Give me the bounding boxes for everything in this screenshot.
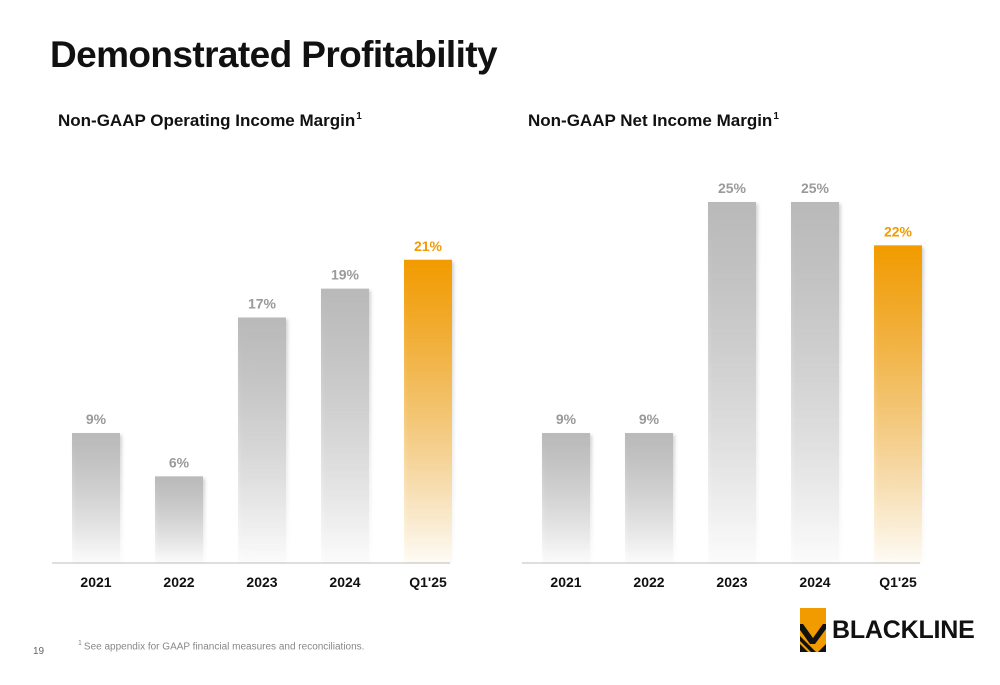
x-tick-label: Q1'25 bbox=[879, 574, 917, 590]
chart-title-text: Non-GAAP Operating Income Margin bbox=[58, 111, 356, 130]
x-tick-label: Q1'25 bbox=[409, 574, 447, 590]
x-tick-label: 2021 bbox=[550, 574, 581, 590]
bar-q125 bbox=[404, 259, 452, 563]
blackline-logo-text: BLACKLINE bbox=[832, 615, 975, 644]
chart-title-operating-income: Non-GAAP Operating Income Margin1 bbox=[58, 111, 362, 131]
x-tick-label: 2023 bbox=[246, 574, 277, 590]
footnote-ref: 1 bbox=[356, 111, 362, 122]
bar-2021 bbox=[72, 433, 120, 563]
bar-q125 bbox=[874, 245, 922, 563]
footnote-text: See appendix for GAAP financial measures… bbox=[83, 641, 365, 653]
blackline-logo-icon bbox=[800, 608, 826, 652]
bar-2021 bbox=[542, 433, 590, 563]
page-number: 19 bbox=[33, 646, 45, 657]
page-title: Demonstrated Profitability bbox=[50, 34, 498, 75]
x-tick-label: 2024 bbox=[329, 574, 360, 590]
x-tick-label: 2024 bbox=[799, 574, 830, 590]
bar-2024 bbox=[321, 288, 369, 563]
bar-value-label: 19% bbox=[331, 267, 360, 283]
chart-title-net-income: Non-GAAP Net Income Margin1 bbox=[528, 111, 779, 131]
bar-value-label: 22% bbox=[884, 223, 913, 239]
bar-value-label: 25% bbox=[801, 180, 830, 196]
x-tick-label: 2021 bbox=[80, 574, 111, 590]
x-tick-label: 2022 bbox=[633, 574, 664, 590]
footnote-ref: 1 bbox=[773, 111, 779, 122]
bar-2022 bbox=[625, 433, 673, 563]
bar-value-label: 21% bbox=[414, 238, 443, 254]
chart-title-text: Non-GAAP Net Income Margin bbox=[528, 111, 773, 130]
bar-2023 bbox=[708, 202, 756, 563]
bar-2024 bbox=[791, 202, 839, 563]
operating-income-margin-chart: 9% 2021 6% 2022 17% 2023 19% 2024 21% Q1'25 bbox=[52, 238, 452, 590]
bar-2022 bbox=[155, 476, 203, 563]
bar-value-label: 9% bbox=[639, 411, 660, 427]
footnote: 1 See appendix for GAAP financial measure… bbox=[78, 640, 364, 652]
bar-value-label: 25% bbox=[718, 180, 747, 196]
bar-value-label: 9% bbox=[86, 411, 107, 427]
x-tick-label: 2023 bbox=[716, 574, 747, 590]
bar-value-label: 9% bbox=[556, 411, 577, 427]
bar-2023 bbox=[238, 317, 286, 563]
x-tick-label: 2022 bbox=[163, 574, 194, 590]
bar-value-label: 6% bbox=[169, 454, 190, 470]
footnote-marker: 1 bbox=[78, 640, 82, 647]
bar-value-label: 17% bbox=[248, 296, 277, 312]
blackline-logo: BLACKLINE bbox=[800, 608, 975, 652]
net-income-margin-chart: 9% 2021 9% 2022 25% 2023 25% 2024 22% Q1'25 bbox=[522, 180, 922, 590]
